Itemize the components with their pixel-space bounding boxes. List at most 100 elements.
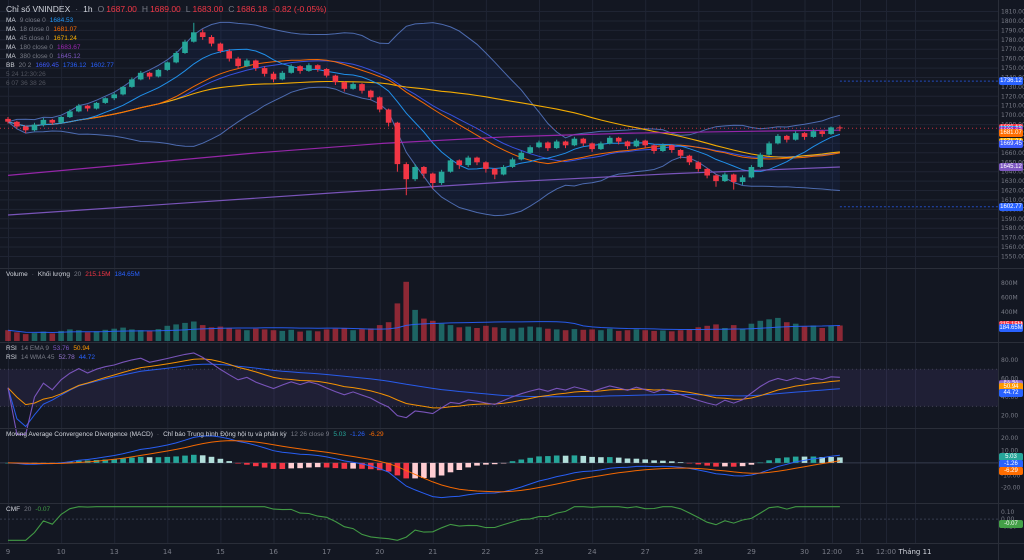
legend-segment: 52.78 [58,354,75,361]
svg-text:1660.00: 1660.00 [1001,150,1024,157]
svg-text:1550.00: 1550.00 [1001,254,1024,261]
legend-segment: 5 24 12:30:26 [6,71,46,78]
svg-text:1650.00: 1650.00 [1001,159,1024,166]
legend-segment: 12 26 close 9 [290,431,330,438]
indicator-legend-row[interactable]: 5 24 12:30:26 [6,70,326,79]
legend-segment: RSI [6,354,17,361]
svg-text:1810.00: 1810.00 [1001,9,1024,16]
svg-text:1790.00: 1790.00 [1001,27,1024,34]
price-axis-badge: 1681.07 [999,128,1023,137]
legend-segment: -1.26 [350,431,365,438]
svg-text:12:00: 12:00 [822,548,842,556]
legend-segment: 380 close 0 [19,53,53,60]
svg-text:1580.00: 1580.00 [1001,225,1024,232]
legend-segment: 5.03 [333,431,347,438]
indicator-legend-row[interactable]: MA 380 close 0 1645.12 [6,52,326,61]
svg-text:1770.00: 1770.00 [1001,46,1024,53]
legend-segment: 18 close 0 [19,26,50,33]
macd-pane-legend: Moving Average Convergence Divergence (M… [6,430,384,439]
indicator-legend-row[interactable]: Moving Average Convergence Divergence (M… [6,430,384,439]
price-pane-legend: Chỉ số VNINDEX · 1h O 1687.00 H 1689.00 … [6,3,326,88]
svg-text:28: 28 [694,548,703,556]
macd-axis-badge: -1.26 [999,460,1023,469]
svg-text:13: 13 [110,548,119,556]
symbol-title[interactable]: Chỉ số VNINDEX [6,4,71,14]
volume-pane-legend: Volume · Khối lượng 20 215.15M 184.65M [6,270,140,279]
price-indicator-rows: MA 9 close 0 1684.53 MA 18 close 0 1681.07 MA 4… [6,16,326,88]
legend-segment: Khối lượng [37,271,70,278]
indicator-legend-row[interactable]: RSI 14 EMA 9 53.76 50.94 [6,344,95,353]
low-label: L [185,4,191,14]
svg-text:21: 21 [428,548,437,556]
svg-text:1760.00: 1760.00 [1001,56,1024,63]
cmf-pane-legend: CMF 20 -0.07 [6,505,50,514]
indicator-legend-row[interactable]: RSI 14 WMA 45 52.78 44.72 [6,353,95,362]
svg-text:27: 27 [641,548,650,556]
interval-label[interactable]: 1h [83,4,93,14]
svg-text:24: 24 [588,548,597,556]
svg-text:1640.00: 1640.00 [1001,169,1024,176]
legend-segment: 180 close 0 [19,44,53,51]
legend-segment: 9 close 0 [19,17,46,24]
vol-axis-badge: 184.65M [999,323,1023,332]
legend-segment: -0.07 [35,506,51,513]
legend-segment: Volume [6,271,28,278]
svg-text:1720.00: 1720.00 [1001,93,1024,100]
svg-text:15: 15 [216,548,225,556]
legend-segment: 14 WMA 45 [20,354,55,361]
svg-text:17: 17 [322,548,331,556]
svg-text:14: 14 [163,548,172,556]
legend-segment: 1645.12 [57,53,81,60]
open-value: 1687.00 [106,4,137,14]
svg-text:20.00: 20.00 [1001,435,1018,442]
indicator-legend-row[interactable]: MA 45 close 0 1671.24 [6,34,326,43]
legend-segment: 53.76 [53,345,70,352]
svg-text:1610.00: 1610.00 [1001,197,1024,204]
indicator-legend-row[interactable]: BB 20 2 1669.45 1736.12 1602.77 [6,61,326,70]
svg-text:29: 29 [747,548,756,556]
indicator-legend-row[interactable]: MA 9 close 0 1684.53 [6,16,326,25]
svg-text:1620.00: 1620.00 [1001,188,1024,195]
legend-segment: 20 [73,271,82,278]
legend-segment: 215.15M [85,271,111,278]
svg-text:-20.00: -20.00 [1001,485,1021,492]
macd-axis-badge: 5.03 [999,452,1023,461]
legend-segment: Moving Average Convergence Divergence (M… [6,431,153,438]
svg-text:1710.00: 1710.00 [1001,103,1024,110]
legend-segment: MA [6,26,16,33]
svg-text:40.00: 40.00 [1001,394,1018,401]
legend-segment: 6 07 36 38 26 [6,80,46,87]
svg-text:1560.00: 1560.00 [1001,244,1024,251]
svg-text:400M: 400M [1001,309,1018,316]
indicator-legend-row[interactable]: MA 180 close 0 1683.67 [6,43,326,52]
indicator-legend-row[interactable]: Volume · Khối lượng 20 215.15M 184.65M [6,270,140,279]
svg-text:9: 9 [6,548,10,556]
legend-segment: · [156,431,160,438]
legend-segment: 1671.24 [53,35,77,42]
legend-segment: 1681.07 [53,26,77,33]
svg-text:20: 20 [375,548,384,556]
legend-segment: 45 close 0 [19,35,50,42]
legend-segment: 1736.12 [62,62,87,69]
svg-text:-10.00: -10.00 [1001,472,1021,479]
indicator-legend-row[interactable]: MA 18 close 0 1681.07 [6,25,326,34]
svg-text:Tháng 11: Tháng 11 [897,548,931,556]
symbol-legend-row[interactable]: Chỉ số VNINDEX · 1h O 1687.00 H 1689.00 … [6,3,326,16]
legend-segment: CMF [6,506,21,513]
legend-segment: · [31,271,34,278]
close-value: 1686.18 [236,4,268,14]
indicator-legend-row[interactable]: 6 07 36 38 26 [6,79,326,88]
legend-segment: -6.29 [368,431,384,438]
legend-segment: 50.94 [73,345,90,352]
svg-text:0.10: 0.10 [1001,509,1015,516]
svg-text:23: 23 [535,548,544,556]
svg-text:1730.00: 1730.00 [1001,84,1024,91]
svg-text:1590.00: 1590.00 [1001,216,1024,223]
svg-text:31: 31 [856,548,865,556]
time-axis[interactable] [0,543,1024,560]
legend-segment: 20 [24,506,32,513]
price-axis-badge: 1736.12 [999,77,1023,86]
indicator-legend-row[interactable]: CMF 20 -0.07 [6,505,50,514]
